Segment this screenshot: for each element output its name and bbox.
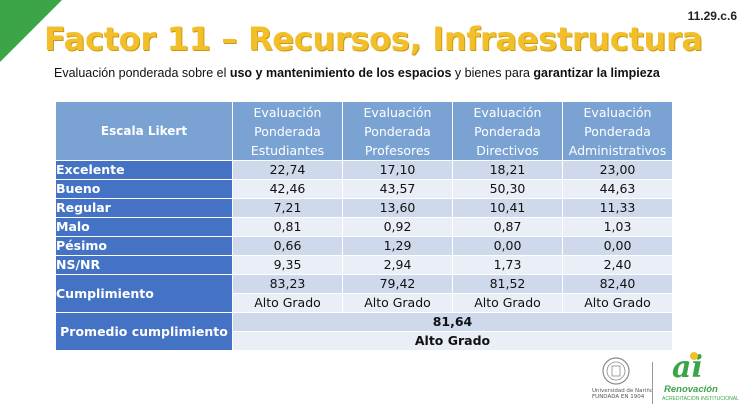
promedio-label: Promedio cumplimiento xyxy=(55,312,233,351)
slide-title: Factor 11 – Recursos, Infraestructura xyxy=(44,20,703,58)
table-cell: 7,21 xyxy=(232,198,343,218)
cumplimiento-grade: Alto Grado xyxy=(342,293,453,313)
slide-code: 11.29.c.6 xyxy=(687,9,737,23)
cumplimiento-row: Cumplimiento 83,23 79,42 81,52 82,40 xyxy=(55,274,673,313)
header-administrativos: Evaluación Ponderada Administrativos xyxy=(562,101,673,161)
row-label: Pésimo xyxy=(55,236,233,256)
subtitle-bold-1: uso y mantenimiento de los espacios xyxy=(229,66,452,80)
header-scale: Escala Likert xyxy=(55,101,233,161)
university-name: Universidad de Nariño FUNDADA EN 1904 xyxy=(592,388,654,400)
footer-logos: Universidad de Nariño FUNDADA EN 1904 ai … xyxy=(592,350,742,412)
table-cell: 43,57 xyxy=(342,179,453,199)
likert-table: Escala Likert Evaluación Ponderada Estudia… xyxy=(55,101,673,351)
header-row: Escala Likert Evaluación Ponderada Estudia… xyxy=(55,101,673,161)
header-directivos: Evaluación Ponderada Directivos xyxy=(452,101,563,161)
table-row: Pésimo 0,66 1,29 0,00 0,00 xyxy=(55,236,673,256)
header-profesores: Evaluación Ponderada Profesores xyxy=(342,101,453,161)
logo-divider xyxy=(652,362,653,404)
table-cell: 0,66 xyxy=(232,236,343,256)
table-cell: 0,00 xyxy=(562,236,673,256)
table-cell: 9,35 xyxy=(232,255,343,275)
row-label: Regular xyxy=(55,198,233,218)
renovacion-logo-subtext: ACREDITACIÓN INSTITUCIONAL xyxy=(662,396,739,402)
cumplimiento-grade: Alto Grado xyxy=(452,293,563,313)
table-cell: 23,00 xyxy=(562,160,673,180)
table-row: NS/NR 9,35 2,94 1,73 2,40 xyxy=(55,255,673,275)
header-estudiantes: Evaluación Ponderada Estudiantes xyxy=(232,101,343,161)
table-cell: 10,41 xyxy=(452,198,563,218)
table-cell: 17,10 xyxy=(342,160,453,180)
table-row: Malo 0,81 0,92 0,87 1,03 xyxy=(55,217,673,237)
table-row: Excelente 22,74 17,10 18,21 23,00 xyxy=(55,160,673,180)
cumplimiento-grade: Alto Grado xyxy=(232,293,343,313)
cumplimiento-value: 83,23 xyxy=(232,274,343,294)
cumplimiento-value: 81,52 xyxy=(452,274,563,294)
table-cell: 1,29 xyxy=(342,236,453,256)
table-cell: 42,46 xyxy=(232,179,343,199)
table-cell: 0,92 xyxy=(342,217,453,237)
table-row: Regular 7,21 13,60 10,41 11,33 xyxy=(55,198,673,218)
row-label: Malo xyxy=(55,217,233,237)
table-cell: 50,30 xyxy=(452,179,563,199)
cumplimiento-grade-row: Alto Grado Alto Grado Alto Grado Alto Gr… xyxy=(56,293,673,313)
row-label: Excelente xyxy=(55,160,233,180)
table-cell: 1,03 xyxy=(562,217,673,237)
subtitle-part-2: y bienes para xyxy=(451,66,534,80)
ai-logo-mark: ai xyxy=(672,350,703,385)
table-cell: 44,63 xyxy=(562,179,673,199)
table-cell: 13,60 xyxy=(342,198,453,218)
table-cell: 0,00 xyxy=(452,236,563,256)
corner-triangle xyxy=(0,0,62,62)
cumplimiento-grade: Alto Grado xyxy=(562,293,673,313)
table-cell: 2,40 xyxy=(562,255,673,275)
cumplimiento-value: 82,40 xyxy=(562,274,673,294)
table-cell: 0,81 xyxy=(232,217,343,237)
table-cell: 1,73 xyxy=(452,255,563,275)
subtitle-part-1: Evaluación ponderada sobre el xyxy=(54,66,230,80)
promedio-row: Promedio cumplimiento 81,64 xyxy=(55,312,673,351)
row-label: Bueno xyxy=(55,179,233,199)
table-row: Bueno 42,46 43,57 50,30 44,63 xyxy=(55,179,673,199)
university-seal-icon xyxy=(602,357,630,385)
table-cell: 18,21 xyxy=(452,160,563,180)
cumplimiento-value: 79,42 xyxy=(342,274,453,294)
promedio-grade: Alto Grado xyxy=(232,331,673,351)
table-cell: 22,74 xyxy=(232,160,343,180)
promedio-grade-row: Alto Grado xyxy=(56,331,673,351)
table-cell: 2,94 xyxy=(342,255,453,275)
renovacion-logo-text: Renovación xyxy=(664,384,718,395)
row-label: NS/NR xyxy=(55,255,233,275)
promedio-value: 81,64 xyxy=(232,312,673,332)
table-cell: 0,87 xyxy=(452,217,563,237)
table-cell: 11,33 xyxy=(562,198,673,218)
subtitle-bold-2: garantizar la limpieza xyxy=(533,66,660,80)
ai-logo-dot-icon xyxy=(690,352,698,360)
cumplimiento-label: Cumplimiento xyxy=(55,274,233,313)
slide-subtitle: Evaluación ponderada sobre el uso y mant… xyxy=(54,66,694,81)
